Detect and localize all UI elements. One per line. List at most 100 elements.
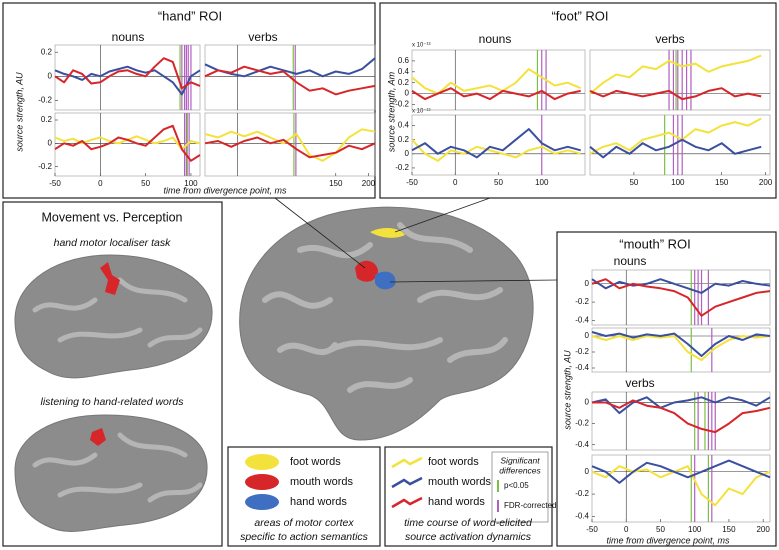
series-line xyxy=(204,65,376,96)
line-chart xyxy=(204,44,376,111)
x-tick-label: -50 xyxy=(586,525,598,534)
hand-nouns-label: nouns xyxy=(112,30,145,44)
x-tick-label: 150 xyxy=(715,178,729,187)
y-tick-label: -0.2 xyxy=(395,100,409,109)
y-tick-label: 0 xyxy=(48,71,53,80)
y-tick-label: 0.2 xyxy=(41,115,53,124)
y-tick-label: 0 xyxy=(585,398,590,407)
legend-label: foot words xyxy=(290,456,341,468)
series-line xyxy=(411,87,581,101)
series-line xyxy=(591,459,771,484)
y-tick-label: -0.2 xyxy=(38,162,52,171)
series-line xyxy=(591,335,771,361)
plot-frame xyxy=(591,327,771,373)
y-tick-label: -0.4 xyxy=(575,440,589,449)
mouth-roi-title: “mouth” ROI xyxy=(619,236,691,251)
timecourse-legend-frame xyxy=(384,446,553,547)
legend-label: p<0.05 xyxy=(504,481,529,490)
foot-exponent: x 10⁻¹³ xyxy=(412,43,431,49)
series-line xyxy=(204,57,376,78)
line-chart xyxy=(589,49,771,111)
y-tick-label: 0.2 xyxy=(41,47,53,56)
legend-caption: areas of motor cortex xyxy=(254,517,354,529)
legend-label: foot words xyxy=(428,456,479,468)
series-line xyxy=(589,87,762,101)
y-tick-label: 0 xyxy=(405,149,410,158)
series-line xyxy=(54,57,201,90)
line-chart: 0 -0.2 -0.4 xyxy=(575,327,771,373)
line-chart: 0.2 0 -0.2 xyxy=(38,44,201,111)
x-tick-label: 200 xyxy=(362,179,376,188)
series-line xyxy=(204,136,376,159)
plot-frame xyxy=(591,391,771,451)
y-tick-label: -0.2 xyxy=(38,95,52,104)
plot-frame xyxy=(591,269,771,326)
x-tick-label: 200 xyxy=(759,178,773,187)
x-tick-label: 0 xyxy=(624,525,629,534)
y-tick-label: 0 xyxy=(585,331,590,340)
mouth-roi-frame xyxy=(556,231,777,547)
line-chart: 150 200 xyxy=(204,112,376,188)
x-tick-label: 50 xyxy=(494,178,503,187)
x-tick-label: 150 xyxy=(722,525,736,534)
y-tick-label: 0.2 xyxy=(398,78,410,87)
series-line xyxy=(591,465,771,507)
y-tick-label: -0.2 xyxy=(575,419,589,428)
plot-frame xyxy=(54,112,201,177)
y-tick-label: -0.4 xyxy=(575,512,589,521)
plot-frame xyxy=(589,49,771,111)
plot-frame xyxy=(411,49,586,111)
area-legend-frame xyxy=(227,446,381,547)
x-tick-label: 50 xyxy=(629,178,638,187)
y-tick-label: 0.4 xyxy=(398,121,410,130)
plot-frame xyxy=(411,114,586,176)
line-chart: 0.4 0.2 0 -0.2 -50 0 50 100 xyxy=(395,114,586,187)
series-line xyxy=(589,138,762,159)
legend-swatch xyxy=(391,496,423,509)
y-tick-label: 0.4 xyxy=(398,67,410,76)
significance-title: differences xyxy=(499,465,541,475)
line-chart: 50 100 150 200 xyxy=(589,114,773,187)
series-line xyxy=(591,331,771,357)
series-line xyxy=(54,124,201,162)
x-tick-label: 150 xyxy=(329,179,343,188)
y-tick-label: -0.2 xyxy=(575,297,589,306)
x-tick-label: 0 xyxy=(453,178,458,187)
movement-frame xyxy=(2,201,223,547)
legend-caption: time course of word-elicited xyxy=(404,517,533,529)
y-tick-label: -0.2 xyxy=(395,163,409,172)
legend-swatch xyxy=(245,454,279,470)
line-chart: 0.2 0 -0.2 -50 0 50 100 xyxy=(38,112,201,188)
series-line xyxy=(411,128,581,159)
series-line xyxy=(411,68,582,95)
foot-nouns-label: nouns xyxy=(479,32,512,46)
legend-caption: specific to action semantics xyxy=(240,531,369,543)
foot-verbs-label: verbs xyxy=(655,32,684,46)
task-label: listening to hand-related words xyxy=(40,396,184,408)
legend-label: mouth words xyxy=(290,476,353,488)
x-tick-label: -50 xyxy=(49,179,61,188)
series-line xyxy=(592,399,771,434)
foot-exponent: x 10⁻¹³ xyxy=(412,109,431,115)
plot-frame xyxy=(591,454,771,523)
y-tick-label: 0 xyxy=(585,467,590,476)
y-tick-label: -0.4 xyxy=(575,316,589,325)
legend-label: hand words xyxy=(290,496,347,508)
movement-title: Movement vs. Perception xyxy=(41,210,182,224)
legend-label: mouth words xyxy=(428,476,491,488)
legend-swatch xyxy=(245,474,279,490)
y-tick-label: -0.2 xyxy=(575,347,589,356)
significance-title: Significant xyxy=(500,455,540,465)
legend-swatch xyxy=(245,494,279,510)
series-line xyxy=(411,139,581,162)
brain-motor xyxy=(14,254,213,379)
y-tick-label: 0.6 xyxy=(398,56,410,65)
plot-frame xyxy=(204,44,376,111)
x-tick-label: -50 xyxy=(406,178,418,187)
legend-caption: source activation dynamics xyxy=(405,531,532,543)
hand-roi-title: “hand” ROI xyxy=(158,8,222,23)
x-tick-label: 100 xyxy=(184,179,198,188)
x-tick-label: 100 xyxy=(535,178,549,187)
series-line xyxy=(589,54,762,95)
